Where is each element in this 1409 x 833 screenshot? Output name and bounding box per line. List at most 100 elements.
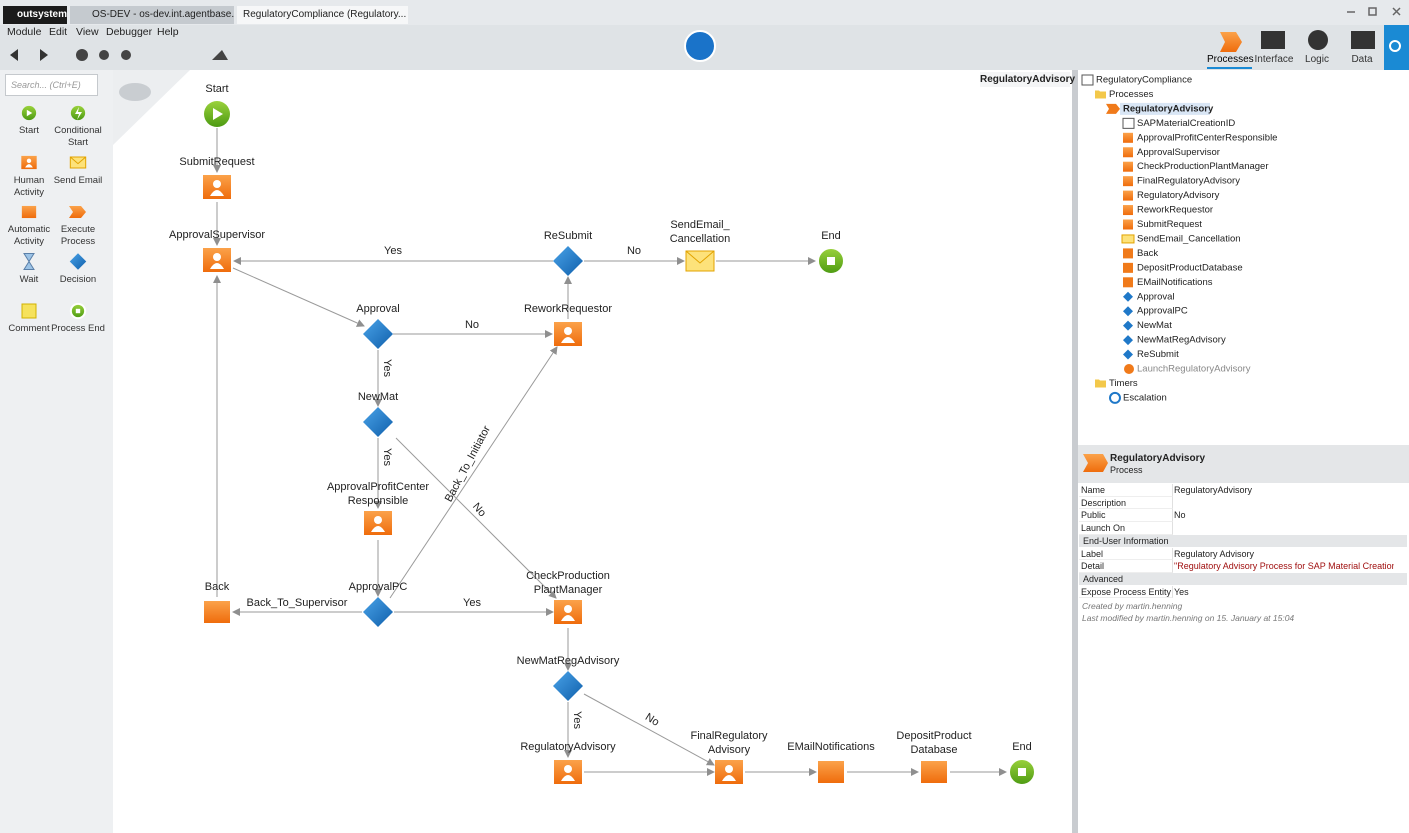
tree-item[interactable]: CheckProductionPlantManager: [1137, 161, 1269, 172]
toolbox-item[interactable]: Decision: [59, 273, 97, 285]
node-label[interactable]: End: [821, 230, 841, 242]
node-label[interactable]: NewMat: [358, 391, 398, 403]
browser-tab[interactable]: outsystems: [3, 6, 67, 24]
tree-item[interactable]: SubmitRequest: [1137, 219, 1202, 230]
toolbox-search[interactable]: Search... (Ctrl+E): [5, 74, 98, 96]
node-label[interactable]: Approval: [356, 303, 399, 315]
nav-buttons[interactable]: [10, 49, 48, 61]
property-value[interactable]: No: [1174, 510, 1186, 521]
node-label[interactable]: FinalRegulatory: [690, 730, 768, 742]
tree-folder[interactable]: Timers: [1109, 378, 1138, 389]
tree-item[interactable]: Approval: [1137, 291, 1175, 302]
toolbox-item[interactable]: Comment: [8, 323, 50, 334]
property-label: Name: [1079, 484, 1173, 497]
toolbar-icon[interactable]: [99, 50, 109, 60]
node-label[interactable]: Responsible: [348, 495, 409, 507]
property-label: Label: [1079, 547, 1173, 560]
top-tab[interactable]: Logic: [1305, 54, 1329, 65]
properties-subtitle: Process: [1110, 465, 1143, 475]
tree-item[interactable]: NewMatRegAdvisory: [1137, 335, 1226, 346]
tree-icon: [1123, 349, 1133, 360]
node-label[interactable]: RegulatoryAdvisory: [520, 741, 616, 753]
tree-item[interactable]: ApprovalPC: [1137, 306, 1188, 317]
node-label[interactable]: Advisory: [708, 744, 751, 756]
node-label[interactable]: Start: [205, 83, 228, 95]
tree-item[interactable]: SAPMaterialCreationID: [1137, 118, 1235, 129]
toolbar-icon[interactable]: [121, 50, 131, 60]
node-label[interactable]: SendEmail_: [670, 219, 730, 231]
menu-item[interactable]: Debugger: [106, 26, 153, 38]
property-value[interactable]: RegulatoryAdvisory: [1174, 485, 1253, 495]
tree-item[interactable]: DepositProductDatabase: [1137, 262, 1243, 273]
tree-process[interactable]: RegulatoryAdvisory: [1123, 103, 1214, 114]
property-value[interactable]: Regulatory Advisory: [1174, 548, 1255, 559]
toolbox-item[interactable]: Execute Process: [60, 224, 96, 247]
tree-item[interactable]: Back: [1137, 248, 1158, 259]
node-label[interactable]: Cancellation: [670, 233, 731, 245]
top-tab[interactable]: Interface: [1254, 54, 1294, 65]
tree-root[interactable]: RegulatoryCompliance: [1096, 75, 1192, 86]
tree-item[interactable]: FinalRegulatoryAdvisory: [1137, 176, 1240, 187]
email-flap: [69, 156, 87, 165]
tree-item[interactable]: NewMat: [1137, 320, 1172, 331]
tree-icon: [1123, 335, 1133, 346]
cloud-icon: [119, 83, 151, 101]
toolbar-icon[interactable]: [212, 50, 228, 60]
tree-folder[interactable]: Processes: [1109, 89, 1154, 100]
tree-item[interactable]: EMailNotifications: [1137, 277, 1213, 288]
node-label[interactable]: SubmitRequest: [179, 156, 254, 168]
menu-item[interactable]: View: [76, 26, 99, 38]
toolbox-item[interactable]: Human Activity: [13, 174, 45, 198]
property-value[interactable]: Yes: [1174, 586, 1189, 597]
tree-item[interactable]: ApprovalProfitCenterResponsible: [1137, 132, 1277, 143]
tree-item[interactable]: ApprovalSupervisor: [1137, 147, 1220, 158]
properties-footer: Last modified by martin.henning on 15. J…: [1082, 613, 1295, 624]
menu-item[interactable]: Module: [7, 26, 42, 38]
flow-arrow: [389, 346, 558, 599]
email-icon: [69, 156, 87, 169]
node-label[interactable]: End: [1012, 741, 1032, 753]
tree-item[interactable]: ReworkRequestor: [1137, 205, 1213, 216]
tree-item[interactable]: RegulatoryAdvisory: [1137, 190, 1220, 201]
tree-item[interactable]: Escalation: [1123, 392, 1167, 403]
toolbox-item[interactable]: Send Email: [53, 174, 103, 186]
toolbox-item[interactable]: Automatic Activity: [7, 224, 51, 247]
top-tab[interactable]: Processes: [1207, 54, 1254, 65]
top-tab[interactable]: Data: [1351, 54, 1373, 65]
window-controls[interactable]: [1347, 7, 1401, 16]
publish-button[interactable]: [684, 30, 716, 62]
toolbox-item[interactable]: Start: [18, 125, 40, 136]
person-head: [564, 327, 572, 335]
node-label[interactable]: Database: [910, 744, 957, 756]
tree-icon: [1123, 306, 1133, 317]
node-label[interactable]: ApprovalSupervisor: [169, 229, 265, 241]
node-label[interactable]: ReSubmit: [544, 230, 592, 242]
toolbox-item[interactable]: Process End: [51, 323, 105, 334]
node-label[interactable]: ReworkRequestor: [524, 303, 612, 315]
tree-icon: [1123, 262, 1133, 273]
tree-item[interactable]: ReSubmit: [1137, 349, 1179, 360]
toolbox-item[interactable]: Wait: [19, 273, 39, 285]
node-label[interactable]: CheckProduction: [526, 570, 610, 582]
browser-tab[interactable]: OS-DEV - os-dev.int.agentbase.de: [70, 6, 234, 24]
toolbar-icon[interactable]: [76, 49, 88, 61]
node-label[interactable]: Back: [205, 581, 230, 593]
node-label[interactable]: EMailNotifications: [787, 741, 875, 753]
canvas-bg: [113, 70, 1072, 833]
node-label[interactable]: DepositProduct: [896, 730, 971, 742]
property-section: Advanced: [1079, 572, 1407, 586]
node-label[interactable]: PlantManager: [534, 584, 603, 596]
browser-tab[interactable]: RegulatoryCompliance (Regulatory...: [237, 6, 408, 24]
toolbox-item[interactable]: Conditional Start: [54, 125, 102, 148]
menu-item[interactable]: Help: [157, 26, 179, 38]
node-label[interactable]: ApprovalProfitCenter: [327, 481, 429, 493]
tree-item[interactable]: LaunchRegulatoryAdvisory: [1137, 364, 1251, 375]
decision-icon: [69, 253, 87, 270]
search-button[interactable]: [1384, 25, 1409, 70]
node-label[interactable]: NewMatRegAdvisory: [517, 655, 620, 667]
tree-item[interactable]: SendEmail_Cancellation: [1137, 233, 1241, 244]
menu-item[interactable]: Edit: [49, 26, 68, 38]
property-value[interactable]: "Regulatory Advisory Process for SAP Mat…: [1174, 561, 1394, 572]
node-label[interactable]: ApprovalPC: [349, 581, 408, 593]
person-head: [564, 605, 572, 613]
